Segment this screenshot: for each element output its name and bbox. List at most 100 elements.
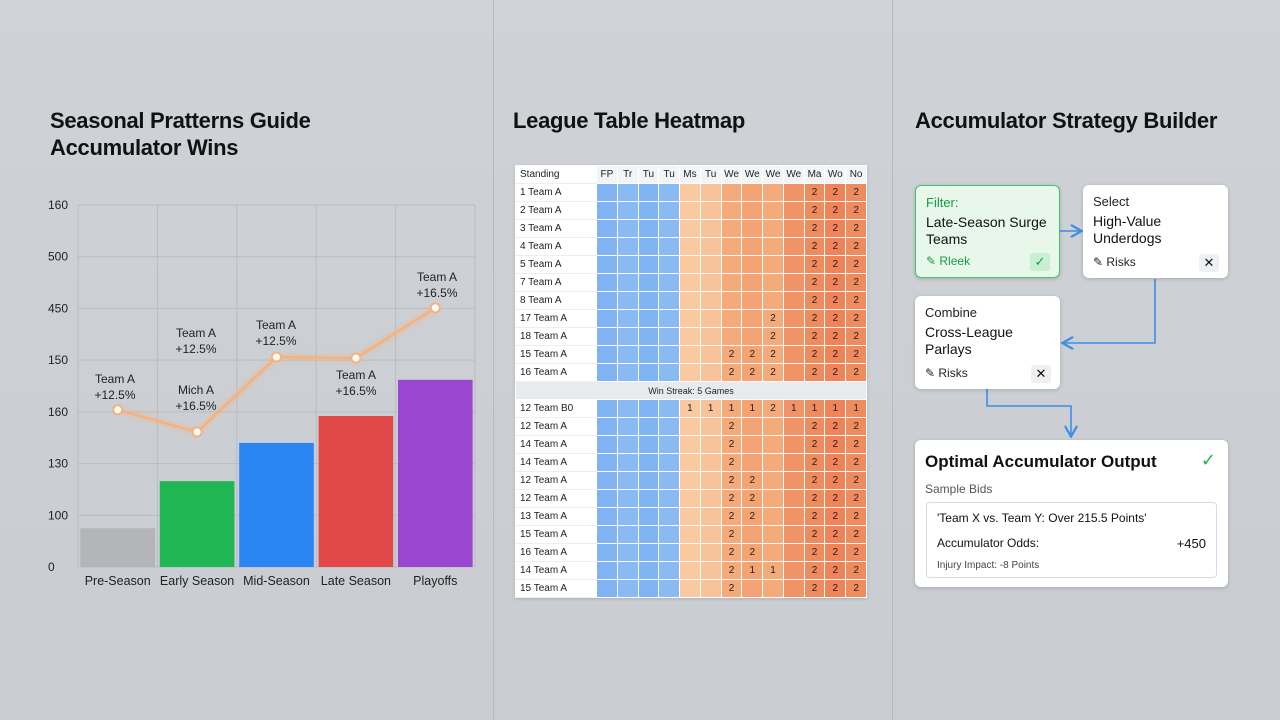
node-action[interactable]: ✎ Risks xyxy=(925,366,968,380)
heat-cell: 2 xyxy=(720,543,743,562)
node-card[interactable]: Filter: Late-Season Surge Teams ✎ Rleek … xyxy=(915,185,1060,278)
row-label: 3 Team A xyxy=(515,219,597,238)
heat-cell: 2 xyxy=(803,291,826,310)
annotation: Mich A xyxy=(178,383,214,397)
heat-cell xyxy=(782,525,805,544)
bar xyxy=(318,415,394,567)
heat-cell xyxy=(658,219,681,238)
heat-cell xyxy=(658,471,681,490)
heat-cell xyxy=(616,435,639,454)
heat-cell: 2 xyxy=(762,399,784,418)
header-cell: We xyxy=(782,165,805,184)
node-label: Cross-League Parlays xyxy=(925,324,1013,357)
heat-cell: 2 xyxy=(720,561,743,580)
heat-cell: 2 xyxy=(803,345,826,364)
heat-cell: 2 xyxy=(845,237,867,256)
heat-cell: 2 xyxy=(845,345,867,364)
y-tick-label: 160 xyxy=(48,198,68,212)
annotation: +12.5% xyxy=(255,334,296,348)
heat-cell xyxy=(616,363,639,382)
heat-cell xyxy=(679,219,701,238)
heat-cell: 2 xyxy=(741,471,764,490)
heat-cell: 1 xyxy=(803,399,826,418)
row-label: 2 Team A xyxy=(515,201,597,220)
annotation: Team A xyxy=(417,270,457,284)
heat-cell: 1 xyxy=(720,399,743,418)
node-action-text: Rleek xyxy=(939,254,971,268)
heat-cell: 2 xyxy=(803,363,826,382)
heat-cell: 2 xyxy=(845,291,867,310)
bar xyxy=(239,442,314,567)
node-action[interactable]: ✎ Risks xyxy=(1093,255,1136,269)
heat-cell xyxy=(762,453,784,472)
heat-cell xyxy=(637,273,660,292)
heat-cell xyxy=(762,417,784,436)
heat-cell: 2 xyxy=(824,309,847,328)
heat-cell xyxy=(679,363,701,382)
heat-cell xyxy=(658,273,681,292)
row-label: 15 Team A xyxy=(515,345,597,364)
heat-cell: 2 xyxy=(720,363,743,382)
heat-cell: 2 xyxy=(720,345,743,364)
divider xyxy=(892,0,893,720)
node-action[interactable]: ✎ Rleek xyxy=(926,254,971,268)
node-card[interactable]: Select High-Value Underdogs ✎ Risks ✕ xyxy=(1083,185,1228,278)
node-card[interactable]: Combine Cross-League Parlays ✎ Risks ✕ xyxy=(915,296,1060,389)
heat-cell xyxy=(616,201,639,220)
heat-cell xyxy=(679,453,701,472)
heat-cell xyxy=(782,579,805,598)
heat-cell: 2 xyxy=(803,255,826,274)
confirm-button[interactable]: ✓ xyxy=(1030,253,1050,271)
heat-cell: 2 xyxy=(741,507,764,526)
heat-cell: 2 xyxy=(803,183,826,202)
heat-cell: 1 xyxy=(782,399,805,418)
remove-button[interactable]: ✕ xyxy=(1031,365,1051,383)
heat-cell xyxy=(699,453,722,472)
heat-cell xyxy=(658,255,681,274)
heat-cell: 2 xyxy=(845,579,867,598)
y-tick-label: 0 xyxy=(48,560,55,574)
row-label: 12 Team B0 xyxy=(515,399,597,418)
heat-cell: 1 xyxy=(741,399,764,418)
heat-cell: 2 xyxy=(803,219,826,238)
node-kicker: Filter: xyxy=(926,195,959,210)
trend-point xyxy=(191,426,203,438)
annotation: +16.5% xyxy=(175,399,216,413)
heat-cell: 2 xyxy=(741,363,764,382)
heat-cell xyxy=(658,237,681,256)
odds-value: +450 xyxy=(1176,536,1206,551)
heat-cell xyxy=(741,219,764,238)
x-tick-label: Mid-Season xyxy=(243,574,310,588)
heat-cell xyxy=(658,291,681,310)
heat-cell xyxy=(637,399,660,418)
separator-row: Win Streak: 5 Games xyxy=(515,381,867,400)
heat-cell xyxy=(679,435,701,454)
heat-cell xyxy=(741,183,764,202)
header-cell: FP xyxy=(596,165,618,184)
remove-button[interactable]: ✕ xyxy=(1199,254,1219,272)
heat-cell: 2 xyxy=(741,345,764,364)
heat-cell: 2 xyxy=(824,561,847,580)
heat-cell xyxy=(637,471,660,490)
heat-cell xyxy=(720,183,743,202)
heat-cell xyxy=(658,399,681,418)
heat-cell xyxy=(596,363,618,382)
heat-cell xyxy=(782,435,805,454)
x-tick-label: Playoffs xyxy=(413,574,457,588)
header-cell: Wo xyxy=(824,165,847,184)
heat-cell: 2 xyxy=(824,363,847,382)
heat-cell xyxy=(658,363,681,382)
row-label: 16 Team A xyxy=(515,543,597,562)
heat-cell xyxy=(699,327,722,346)
heat-cell: 2 xyxy=(824,417,847,436)
header-cell: We xyxy=(720,165,743,184)
